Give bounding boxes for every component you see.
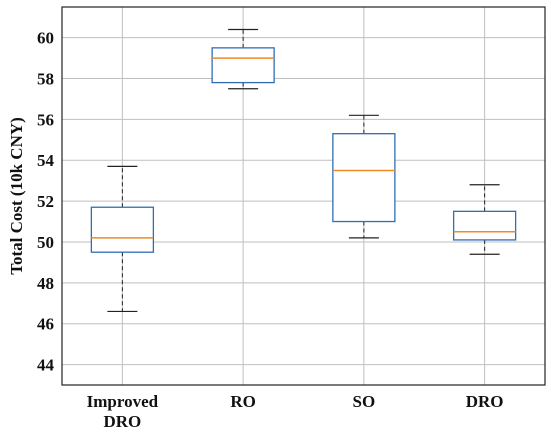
y-tick-labels: 44 46 48 50 52 54 56 58 60 bbox=[37, 29, 55, 375]
boxes bbox=[90, 28, 517, 313]
y-axis-title: Total Cost (10k CNY) bbox=[7, 117, 26, 275]
x-tick-label: DRO bbox=[103, 412, 141, 431]
plot-frame bbox=[61, 6, 546, 386]
grid-lines bbox=[62, 7, 545, 385]
y-tick-label: 48 bbox=[37, 274, 54, 293]
y-tick-label: 52 bbox=[37, 192, 54, 211]
y-tick-label: 56 bbox=[37, 110, 54, 129]
x-tick-label: Improved bbox=[87, 392, 159, 411]
y-tick-label: 58 bbox=[37, 70, 54, 89]
x-tick-label: SO bbox=[353, 392, 376, 411]
y-tick-label: 46 bbox=[37, 315, 54, 334]
y-tick-label: 60 bbox=[37, 29, 54, 48]
box-iqr bbox=[90, 206, 155, 253]
box-group bbox=[452, 184, 517, 255]
x-tick-label: DRO bbox=[466, 392, 504, 411]
y-tick-label: 54 bbox=[37, 151, 55, 170]
box-iqr bbox=[452, 210, 517, 241]
y-tick-label: 44 bbox=[37, 356, 55, 375]
y-tick-label: 50 bbox=[37, 233, 54, 252]
box-group bbox=[90, 165, 155, 313]
box-group bbox=[332, 114, 396, 239]
box-iqr bbox=[211, 47, 275, 84]
x-tick-label: RO bbox=[230, 392, 256, 411]
box-iqr bbox=[332, 133, 396, 223]
box-group bbox=[211, 28, 275, 90]
